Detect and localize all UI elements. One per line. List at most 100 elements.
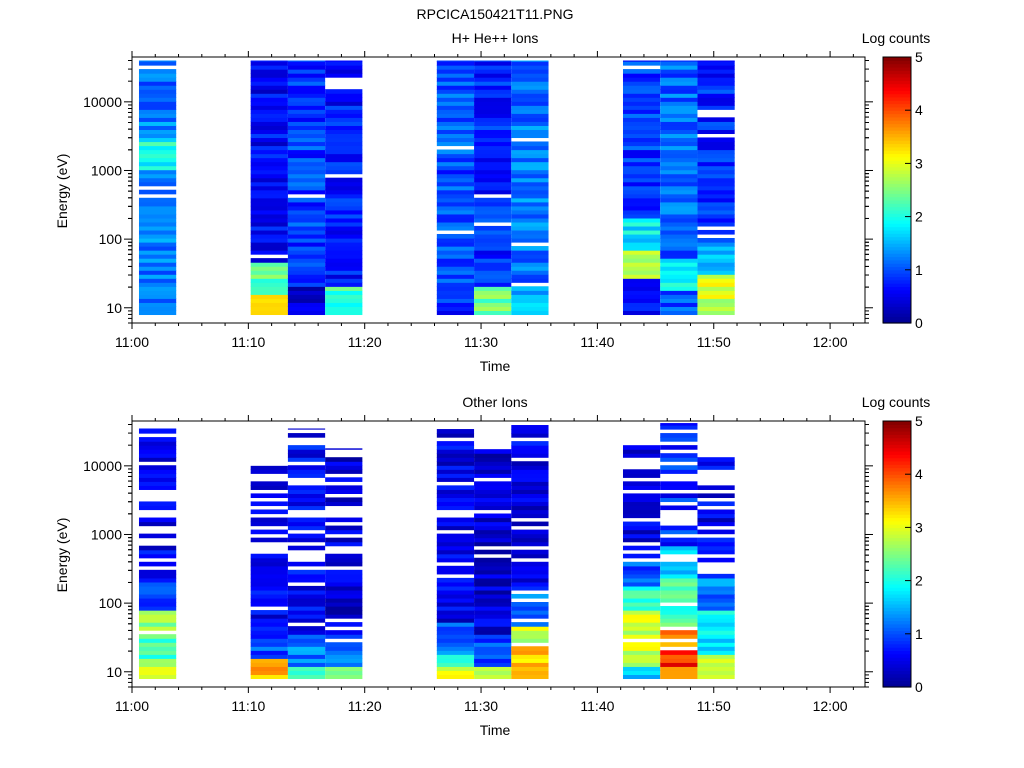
spectrogram-cell <box>697 278 735 283</box>
spectrogram-cell <box>511 262 549 267</box>
spectrogram-cell <box>622 553 661 559</box>
spectrogram-cell <box>325 117 363 122</box>
spectrogram-cell <box>287 533 326 539</box>
spectrogram-cell <box>436 137 475 143</box>
spectrogram-cell <box>250 557 288 563</box>
spectrogram-cell <box>325 121 363 126</box>
spectrogram-cell <box>474 274 512 279</box>
spectrogram-cell <box>622 445 661 450</box>
y-axis-label: Energy (eV) <box>54 154 70 229</box>
spectrogram-cell <box>511 238 549 243</box>
spectrogram-cell <box>250 286 288 291</box>
spectrogram-cell <box>660 65 698 70</box>
spectrogram-cell <box>287 61 326 66</box>
colorbar-swatch <box>883 650 911 655</box>
spectrogram-cell <box>325 145 363 151</box>
spectrogram-cell <box>697 141 735 147</box>
spectrogram-cell <box>660 302 698 307</box>
spectrogram-cell <box>287 77 326 82</box>
spectrogram-cell <box>660 197 698 203</box>
spectrogram-cell <box>436 630 475 635</box>
spectrogram-cell <box>138 266 177 271</box>
spectrogram-cell <box>138 589 177 595</box>
spectrogram-cell <box>138 485 177 490</box>
spectrogram-cell <box>250 581 288 587</box>
colorbar-swatch <box>883 206 911 211</box>
spectrogram-cell <box>325 189 363 195</box>
spectrogram-cell <box>138 93 177 98</box>
spectrogram-cell <box>511 469 549 474</box>
spectrogram-cell <box>287 197 326 203</box>
spectrogram-cell <box>287 217 326 223</box>
spectrogram-cell <box>138 197 177 203</box>
spectrogram-cell <box>660 60 698 62</box>
spectrogram-cell <box>436 610 475 615</box>
spectrogram-cell <box>622 101 661 106</box>
spectrogram-cell <box>697 77 735 82</box>
spectrogram-cell <box>436 61 475 66</box>
colorbar-swatch <box>883 57 911 61</box>
spectrogram-cell <box>511 93 549 98</box>
spectrogram-cell <box>250 157 288 163</box>
spectrogram-cell <box>436 238 475 243</box>
spectrogram-cell <box>250 298 288 303</box>
spectrogram-cell <box>511 433 549 438</box>
colorbar-tick-label: 5 <box>915 413 923 429</box>
spectrogram-cell <box>436 597 475 603</box>
colorbar-swatch <box>883 460 911 465</box>
spectrogram-cell <box>325 654 363 659</box>
spectrogram-cell <box>138 445 177 450</box>
spectrogram-cell <box>138 125 177 130</box>
spectrogram-cell <box>436 569 475 575</box>
spectrogram-cell <box>622 298 661 303</box>
spectrogram-cell <box>250 485 288 490</box>
spectrogram-cell <box>474 185 512 191</box>
spectrogram-cell <box>250 193 288 199</box>
spectrogram-cell <box>622 593 661 599</box>
spectrogram-cell <box>622 109 661 114</box>
spectrogram-cell <box>250 481 288 486</box>
spectrogram-cell <box>250 521 288 527</box>
spectrogram-cell <box>622 201 661 207</box>
spectrogram-cell <box>474 670 512 675</box>
spectrogram-cell <box>250 529 288 535</box>
spectrogram-cell <box>474 662 512 667</box>
spectrogram-cell <box>697 573 735 579</box>
spectrogram-cell <box>660 73 698 78</box>
spectrogram-cell <box>436 465 475 470</box>
spectrogram-cell <box>622 189 661 195</box>
colorbar-swatch <box>883 269 911 274</box>
spectrogram-cell <box>660 634 698 639</box>
spectrogram-cell <box>138 133 177 139</box>
x-tick-label: 11:20 <box>348 334 382 350</box>
spectrogram-cell <box>622 565 661 571</box>
spectrogram-cell <box>325 65 363 70</box>
spectrogram-cell <box>622 85 661 90</box>
spectrogram-cell <box>511 662 549 667</box>
spectrogram-cell <box>138 201 177 207</box>
colorbar-swatch <box>883 534 911 538</box>
spectrogram-cell <box>138 117 177 122</box>
spectrogram-cell <box>660 109 698 114</box>
spectrogram-cell <box>436 278 475 283</box>
spectrogram-cell <box>474 169 512 175</box>
spectrogram-cell <box>697 658 735 663</box>
spectrogram-cell <box>138 481 177 486</box>
spectrogram-cell <box>436 117 475 122</box>
spectrogram-cell <box>287 153 326 159</box>
spectrogram-cell <box>660 85 698 90</box>
spectrogram-cell <box>325 298 363 303</box>
spectrogram-cell <box>325 282 363 287</box>
spectrogram-cell <box>697 634 735 639</box>
colorbar-swatch <box>883 319 911 324</box>
spectrogram-cell <box>325 658 363 663</box>
spectrogram-cell <box>436 457 475 462</box>
colorbar-swatch <box>883 653 911 658</box>
spectrogram-cell <box>660 61 698 66</box>
colorbar-swatch <box>883 603 911 608</box>
spectrogram-cell <box>436 602 475 607</box>
spectrogram-cell <box>138 270 177 275</box>
spectrogram-cell <box>250 278 288 283</box>
spectrogram-cell <box>250 201 288 207</box>
spectrogram-cell <box>325 149 363 155</box>
